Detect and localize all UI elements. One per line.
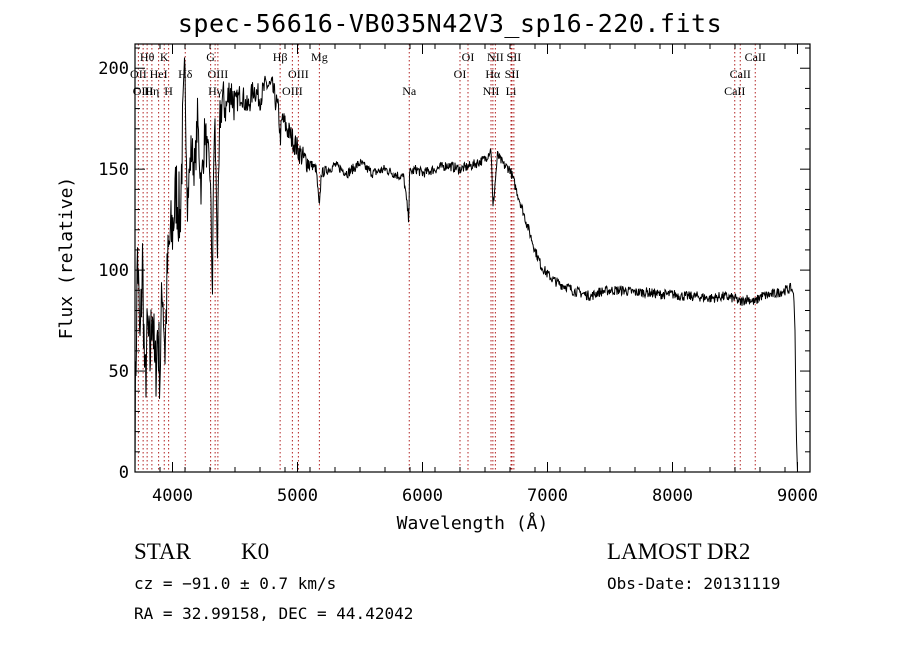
x-tick-label-5: 9000 (777, 486, 818, 506)
line-label-9: OIII (208, 67, 229, 81)
redshift-velocity: cz = −91.0 ± 0.7 km/s (134, 574, 337, 593)
y-tick-label-0: 0 (119, 463, 129, 483)
line-labels: HθOIIOIIIKHeIHηHδHGOIIIHγHβOIIIOIIIMgNaO… (130, 50, 766, 98)
line-label-25: CaII (730, 67, 751, 81)
line-label-6: Hδ (178, 67, 193, 81)
line-label-8: G (206, 50, 215, 64)
x-axis-label: Wavelength (Å) (397, 512, 549, 534)
observation-date: Obs-Date: 20131119 (607, 574, 781, 593)
line-label-14: Mg (311, 50, 328, 64)
coordinates: RA = 32.99158, DEC = 44.42042 (134, 604, 414, 623)
y-tick-label-3: 150 (98, 160, 129, 180)
line-label-26: CaII (724, 84, 745, 98)
spectrum-line (134, 57, 798, 473)
line-label-0: Hθ (140, 50, 155, 64)
line-label-7: H (164, 84, 173, 98)
x-tick-label-1: 5000 (277, 486, 318, 506)
object-subclass: K0 (241, 539, 270, 564)
line-label-10: Hγ (208, 84, 223, 98)
line-label-19: Hα (485, 67, 501, 81)
x-tick-label-0: 4000 (152, 486, 193, 506)
line-label-22: SII (505, 67, 520, 81)
line-label-20: NII (483, 84, 500, 98)
survey-name: LAMOST DR2 (607, 539, 751, 564)
line-label-11: Hβ (273, 50, 288, 64)
plot-frame (134, 43, 811, 473)
line-label-13: OIII (282, 84, 303, 98)
line-label-17: OI (454, 67, 467, 81)
object-class: STAR (134, 539, 191, 564)
chart-title: spec-56616-VB035N42V3_sp16-220.fits (177, 9, 723, 38)
line-label-4: HeI (150, 67, 168, 81)
line-label-12: OIII (288, 67, 309, 81)
x-tick-label-2: 6000 (402, 486, 443, 506)
y-axis-label: Flux (relative) (56, 177, 77, 340)
line-label-24: CaII (745, 50, 766, 64)
line-label-15: Na (402, 84, 417, 98)
line-label-23: Li (506, 84, 517, 98)
line-label-18: NII (487, 50, 504, 64)
plot-axes: 4000 5000 6000 7000 8000 9000 0 50 100 150 200 Wave… (56, 43, 818, 534)
x-tick-label-3: 7000 (527, 486, 568, 506)
emission-line-markers (137, 44, 756, 472)
spectrum-series (134, 57, 798, 473)
line-label-1: OII (130, 67, 147, 81)
line-label-16: OI (462, 50, 475, 64)
y-tick-label-4: 200 (98, 59, 129, 79)
line-label-3: K (160, 50, 169, 64)
x-tick-label-4: 8000 (652, 486, 693, 506)
line-label-2: OIII (133, 84, 154, 98)
y-tick-label-1: 50 (109, 362, 129, 382)
y-tick-label-2: 100 (98, 261, 129, 281)
line-label-21: SII (507, 50, 522, 64)
line-label-5: Hη (144, 84, 159, 98)
